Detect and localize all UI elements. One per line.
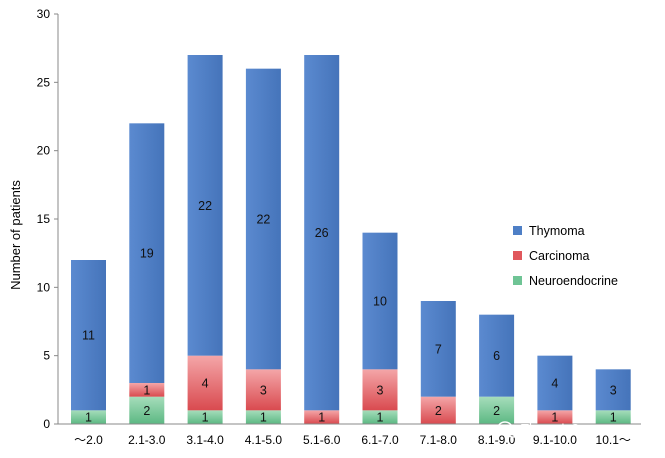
legend-label: Neuroendocrine [529, 274, 618, 288]
bar-segment-carcinoma [420, 396, 456, 424]
data-label: 4 [551, 377, 558, 391]
watermark-text: ThoracicSurgery [521, 421, 617, 436]
bar-segment-carcinoma [187, 355, 223, 411]
bar-segment-thymoma [187, 55, 223, 356]
data-label: 1 [551, 411, 558, 425]
x-tick-label: 5.1-6.0 [303, 433, 341, 447]
bar-stack: 1 3 22 [245, 68, 281, 425]
data-label: 26 [315, 226, 329, 240]
y-axis-title: Number of patients [8, 180, 23, 290]
bar-segment-thymoma [304, 55, 340, 411]
bar-segment-thymoma [595, 369, 631, 411]
x-axis: ～2.0 2.1-3.0 3.1-4.0 4.1-5.0 5.1-6.0 6.1-7.0 7… [58, 423, 641, 447]
y-tick-label: 30 [37, 7, 51, 21]
data-label: 3 [260, 383, 267, 397]
data-label: 2 [143, 404, 150, 418]
data-label: 7 [435, 342, 442, 356]
data-label: 10 [373, 295, 387, 309]
watermark: ThoracicSurgery [497, 421, 617, 438]
y-tick-label: 20 [37, 144, 51, 158]
bar-segment-neuroendocrine [71, 410, 106, 424]
bar-segment-neuroendocrine [187, 410, 223, 424]
bar-segment-thymoma [362, 232, 398, 370]
wechat-icon [497, 421, 520, 438]
x-tick-label: 2.1-3.0 [128, 433, 166, 447]
legend-item-carcinoma: Carcinoma [513, 249, 589, 263]
data-label: 1 [85, 411, 92, 425]
legend-swatch [513, 226, 522, 235]
bar-segment-thymoma [129, 123, 165, 383]
data-label: 2 [435, 404, 442, 418]
legend-label: Carcinoma [529, 249, 589, 263]
data-label: 1 [260, 411, 267, 425]
legend: Thymoma Carcinoma Neuroendocrine [513, 224, 618, 288]
bar-segment-carcinoma [304, 410, 340, 424]
x-tick-label: 9.1-10.0 [533, 433, 577, 447]
y-tick-label: 0 [43, 417, 50, 431]
bar-segment-carcinoma [129, 383, 165, 397]
legend-item-thymoma: Thymoma [513, 224, 585, 238]
bar-segment-thymoma [71, 260, 106, 411]
data-label: 1 [610, 411, 617, 425]
bar-segment-carcinoma [362, 369, 398, 411]
bar-segment-thymoma [479, 314, 515, 397]
legend-label: Thymoma [529, 224, 585, 238]
x-tick-label: 7.1-8.0 [420, 433, 458, 447]
data-label: 3 [377, 383, 384, 397]
bar-stack: 2 1 19 [129, 123, 165, 424]
bar-stack: 111 [71, 260, 106, 425]
bar-segment-neuroendocrine [479, 396, 515, 424]
bar-stack: 27 [420, 301, 456, 424]
data-label: 1 [143, 383, 150, 397]
x-tick-label: 10.1～ [596, 433, 631, 447]
legend-swatch [513, 276, 522, 285]
y-tick-label: 5 [43, 349, 50, 363]
bar-segment-neuroendocrine [245, 410, 281, 424]
x-tick-label: ～2.0 [74, 433, 103, 447]
data-label: 1 [318, 411, 325, 425]
x-tick-label: 4.1-5.0 [245, 433, 283, 447]
data-label: 4 [202, 377, 209, 391]
bar-segment-thymoma [245, 68, 281, 370]
data-label: 6 [493, 349, 500, 363]
legend-item-neuroendocrine: Neuroendocrine [513, 274, 618, 288]
data-label: 2 [493, 404, 500, 418]
bar-segment-neuroendocrine [362, 410, 398, 424]
y-axis: 0 5 10 15 20 25 30 [37, 7, 59, 431]
data-label: 1 [202, 411, 209, 425]
bar-stack: 13 [595, 369, 631, 425]
data-label: 1 [377, 411, 384, 425]
bar-stack: 1 4 22 [187, 55, 223, 425]
bar-stack: 1 3 10 [362, 232, 398, 425]
bar-segment-thymoma [537, 355, 573, 411]
data-label: 22 [198, 199, 212, 213]
y-tick-label: 10 [37, 280, 51, 294]
bar-segment-carcinoma [245, 369, 281, 411]
x-tick-label: 8.1-9.0 [478, 433, 516, 447]
x-tick-label: 6.1-7.0 [361, 433, 399, 447]
y-tick-label: 25 [37, 75, 51, 89]
bar-segment-neuroendocrine [129, 396, 165, 424]
bar-segment-neuroendocrine [595, 410, 631, 424]
legend-swatch [513, 251, 522, 260]
bar-segment-carcinoma [537, 410, 573, 424]
data-label: 19 [140, 247, 154, 261]
data-label: 3 [610, 383, 617, 397]
data-label: 11 [82, 329, 95, 343]
bar-stack: 14 [537, 355, 573, 425]
data-label: 22 [256, 213, 270, 227]
x-tick-label: 3.1-4.0 [186, 433, 224, 447]
bar-stack: 26 [479, 314, 515, 424]
bar-segment-thymoma [420, 301, 456, 397]
bar-stack: 1 26 [304, 55, 340, 425]
y-tick-label: 15 [37, 212, 51, 226]
